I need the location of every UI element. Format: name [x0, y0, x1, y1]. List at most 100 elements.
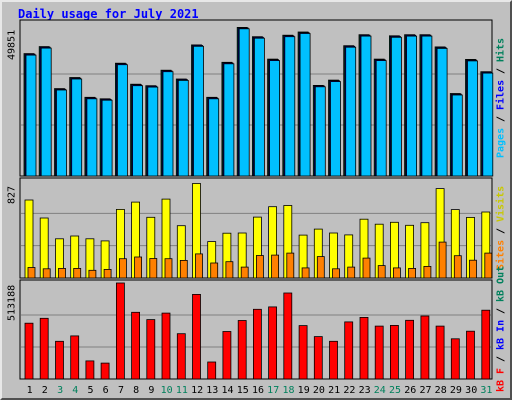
bar-kbytes-kb-f-18: [283, 292, 293, 380]
x-tick-label-10: 10: [161, 385, 173, 396]
bar-kbytes-kb-f-2: [39, 317, 49, 380]
bar-hits-pages-18: [284, 36, 296, 177]
bar-visits-sites-10: [164, 258, 173, 279]
bar-kbytes-kb-f-17: [268, 306, 278, 380]
bar-kbytes-kb-f-30: [466, 330, 475, 380]
bar-visits-sites-28: [438, 241, 447, 279]
bar-hits-pages-31: [482, 72, 494, 177]
bar-hits-pages-21: [330, 81, 341, 177]
bar-visits-sites-13: [210, 262, 219, 279]
x-tick-label-29: 29: [450, 385, 462, 396]
bar-visits-sites-27: [423, 265, 432, 279]
bar-kbytes-kb-f-4: [70, 335, 80, 380]
bar-hits-pages-3: [56, 89, 67, 177]
bar-kbytes-kb-f-12: [192, 293, 201, 380]
bar-visits-sites-26: [408, 267, 417, 279]
bar-kbytes-kb-f-19: [298, 325, 308, 380]
x-tick-label-19: 19: [298, 385, 310, 396]
bar-kbytes-kb-f-6: [100, 362, 110, 380]
bar-hits-pages-1: [25, 54, 37, 177]
x-tick-label-8: 8: [133, 385, 139, 396]
bar-visits-sites-30: [469, 259, 477, 279]
bar-hits-pages-8: [132, 85, 144, 177]
bar-hits-pages-30: [467, 60, 478, 177]
bar-visits-sites-24: [377, 265, 386, 279]
bar-visits-sites-1: [27, 267, 36, 279]
x-tick-label-1: 1: [27, 385, 33, 396]
bar-kbytes-kb-f-13: [207, 361, 217, 380]
bar-hits-pages-12: [193, 45, 204, 177]
bar-kbytes-kb-f-22: [344, 321, 354, 380]
bar-hits-pages-20: [314, 86, 326, 177]
bar-hits-pages-10: [162, 71, 174, 177]
bar-visits-sites-19: [301, 267, 310, 279]
bar-kbytes-kb-f-20: [313, 336, 323, 380]
bar-kbytes-kb-f-11: [176, 333, 186, 380]
x-tick-label-2: 2: [42, 385, 48, 396]
bar-hits-pages-24: [375, 60, 387, 177]
bar-kbytes-kb-f-29: [450, 338, 460, 380]
bar-kbytes-kb-f-10: [161, 312, 171, 380]
bar-kbytes-kb-f-28: [435, 325, 445, 380]
x-tick-label-13: 13: [206, 385, 218, 396]
bar-hits-pages-19: [299, 33, 311, 177]
bar-kbytes-kb-f-9: [146, 319, 156, 380]
bar-kbytes-kb-f-23: [359, 316, 369, 380]
bar-visits-sites-20: [316, 256, 325, 279]
bar-hits-pages-14: [223, 63, 235, 177]
bar-kbytes-kb-f-21: [329, 340, 338, 380]
bar-hits-pages-13: [208, 98, 220, 177]
x-tick-label-4: 4: [72, 385, 78, 396]
bar-visits-sites-25: [392, 267, 401, 279]
x-tick-label-28: 28: [435, 385, 447, 396]
bar-hits-pages-7: [117, 64, 128, 177]
bar-hits-pages-17: [269, 60, 281, 177]
x-tick-label-24: 24: [374, 385, 386, 396]
bar-kbytes-kb-f-7: [116, 282, 125, 380]
bar-visits-sites-22: [347, 266, 356, 279]
bar-hits-pages-5: [86, 98, 98, 177]
bar-hits-pages-15: [238, 28, 250, 177]
bar-kbytes-kb-f-24: [374, 325, 384, 380]
x-tick-label-12: 12: [191, 385, 203, 396]
bar-visits-sites-15: [240, 266, 249, 279]
bar-kbytes-kb-f-14: [222, 331, 232, 380]
bar-hits-pages-25: [390, 36, 402, 177]
bar-kbytes-kb-f-15: [237, 320, 247, 380]
x-tick-label-31: 31: [480, 385, 492, 396]
bar-kbytes-kb-f-1: [24, 322, 34, 380]
x-tick-label-17: 17: [267, 385, 279, 396]
bar-visits-sites-9: [149, 258, 158, 279]
bar-hits-pages-6: [101, 99, 113, 177]
x-tick-label-6: 6: [103, 385, 109, 396]
bar-kbytes-kb-f-5: [85, 360, 95, 380]
x-tick-label-21: 21: [328, 385, 340, 396]
bar-hits-pages-26: [406, 35, 418, 177]
bar-visits-sites-31: [484, 252, 493, 279]
x-tick-label-14: 14: [221, 385, 233, 396]
bar-visits-sites-11: [179, 259, 188, 279]
x-tick-label-16: 16: [252, 385, 264, 396]
bar-hits-pages-29: [451, 94, 463, 177]
bar-hits-pages-27: [421, 35, 433, 177]
bar-kbytes-kb-f-8: [131, 311, 141, 380]
bar-visits-sites-16: [255, 255, 264, 279]
bar-hits-pages-23: [360, 35, 372, 177]
x-tick-label-26: 26: [404, 385, 416, 396]
x-tick-label-18: 18: [282, 385, 294, 396]
bar-visits-sites-17: [271, 254, 280, 279]
chart-title: Daily usage for July 2021: [18, 7, 199, 21]
x-tick-label-11: 11: [176, 385, 188, 396]
bar-visits-sites-29: [453, 255, 462, 279]
bar-visits-sites-6: [103, 268, 112, 279]
bar-kbytes-kb-f-25: [389, 324, 399, 380]
x-tick-label-5: 5: [87, 385, 93, 396]
bar-hits-pages-28: [436, 48, 448, 177]
bar-visits-sites-18: [286, 252, 295, 279]
x-tick-label-15: 15: [237, 385, 249, 396]
bar-kbytes-kb-f-31: [481, 309, 491, 380]
bar-kbytes-kb-f-3: [55, 340, 64, 380]
bar-visits-sites-8: [134, 256, 143, 279]
bar-hits-pages-16: [253, 37, 265, 177]
